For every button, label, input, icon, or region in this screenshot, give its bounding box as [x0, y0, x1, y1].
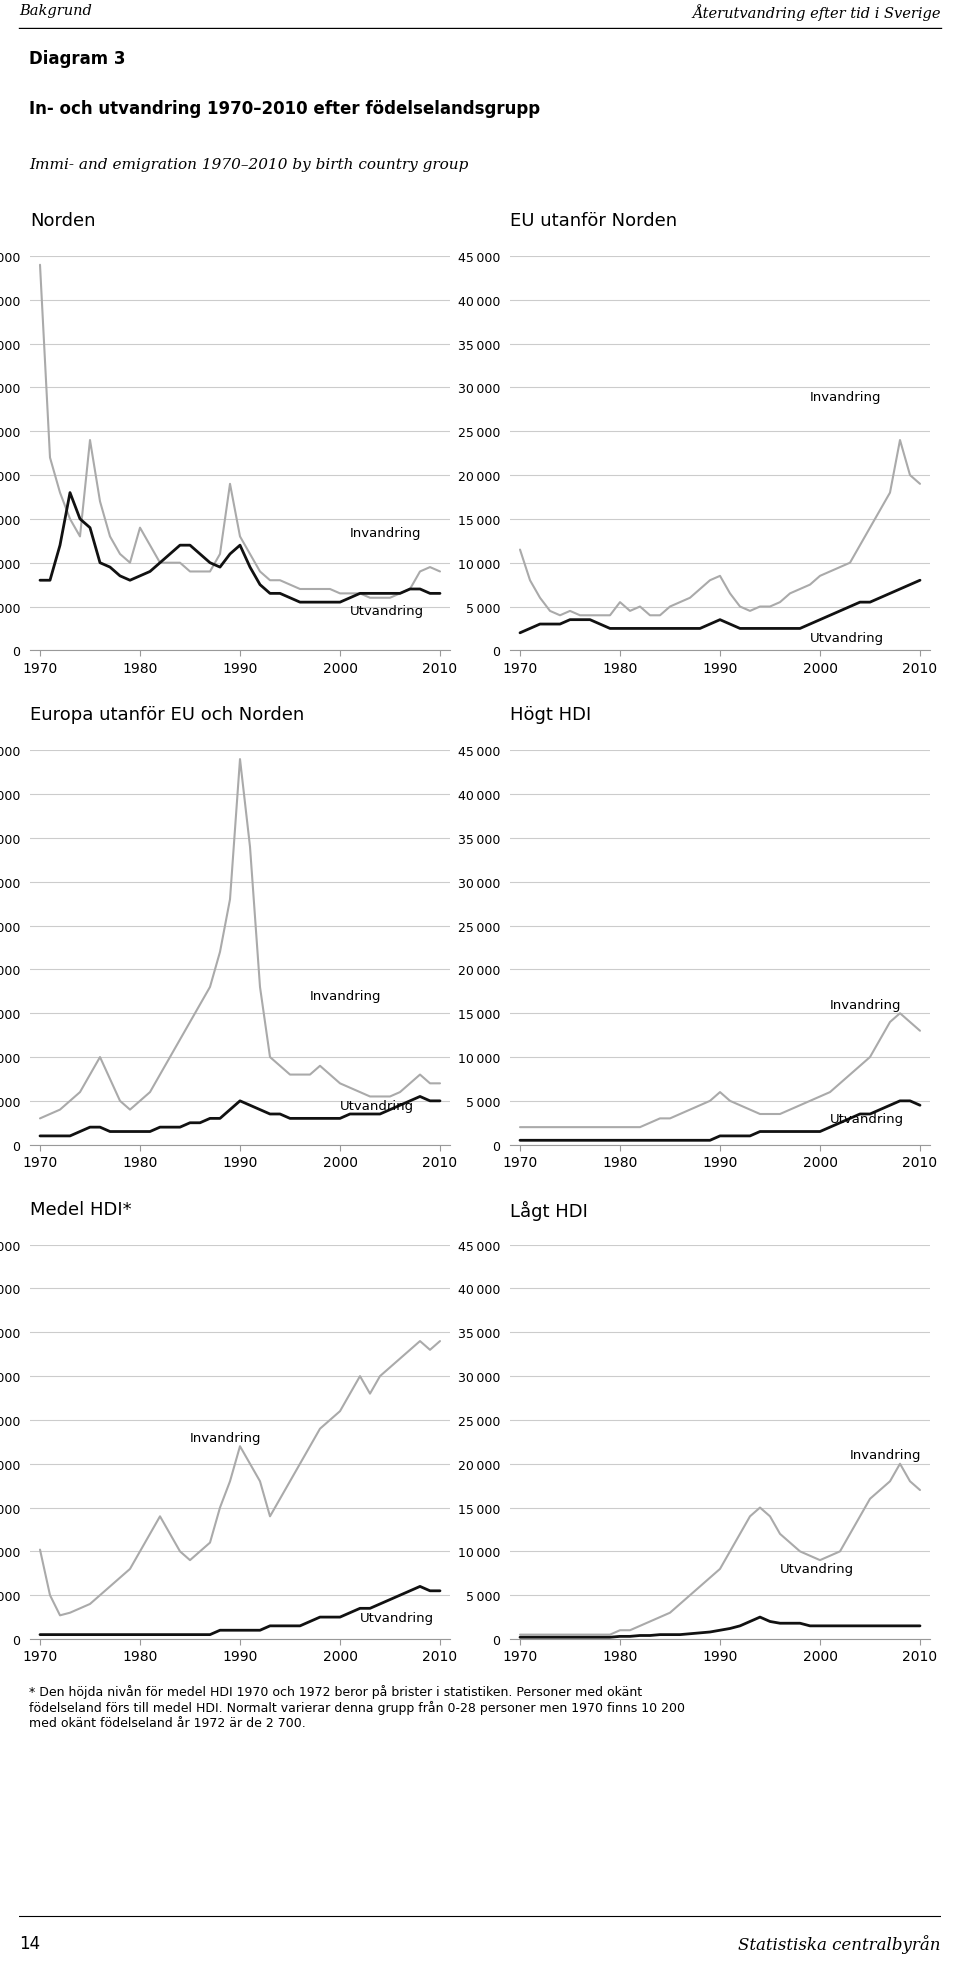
Text: Lågt HDI: Lågt HDI — [510, 1200, 588, 1219]
Text: Norden: Norden — [30, 211, 95, 231]
Text: * Den höjda nivån för medel HDI 1970 och 1972 beror på brister i statistiken. Pe: * Den höjda nivån för medel HDI 1970 och… — [29, 1685, 684, 1728]
Text: 14: 14 — [19, 1934, 40, 1953]
Text: Bakgrund: Bakgrund — [19, 4, 92, 18]
Text: Invandring: Invandring — [190, 1430, 261, 1444]
Text: Högt HDI: Högt HDI — [510, 706, 591, 724]
Text: Medel HDI*: Medel HDI* — [30, 1200, 132, 1217]
Text: Invandring: Invandring — [310, 990, 381, 1002]
Text: Immi- and emigration 1970–2010 by birth country group: Immi- and emigration 1970–2010 by birth … — [29, 158, 468, 172]
Text: Europa utanför EU och Norden: Europa utanför EU och Norden — [30, 706, 304, 724]
Text: Utvandring: Utvandring — [780, 1563, 854, 1576]
Text: Diagram 3: Diagram 3 — [29, 49, 126, 67]
Text: Återutvandring efter tid i Sverige: Återutvandring efter tid i Sverige — [692, 4, 941, 22]
Text: EU utanför Norden: EU utanför Norden — [510, 211, 677, 231]
Text: Invandring: Invandring — [350, 527, 421, 539]
Text: Utvandring: Utvandring — [830, 1113, 904, 1125]
Text: Utvandring: Utvandring — [350, 606, 424, 618]
Text: Invandring: Invandring — [850, 1448, 922, 1462]
Text: Utvandring: Utvandring — [810, 631, 884, 645]
Text: Statistiska centralbyrån: Statistiska centralbyrån — [738, 1934, 941, 1953]
Text: Utvandring: Utvandring — [340, 1099, 414, 1113]
Text: Utvandring: Utvandring — [360, 1610, 434, 1624]
Text: Invandring: Invandring — [810, 391, 881, 404]
Text: In- och utvandring 1970–2010 efter födelselandsgrupp: In- och utvandring 1970–2010 efter födel… — [29, 99, 540, 118]
Text: Invandring: Invandring — [830, 998, 901, 1012]
